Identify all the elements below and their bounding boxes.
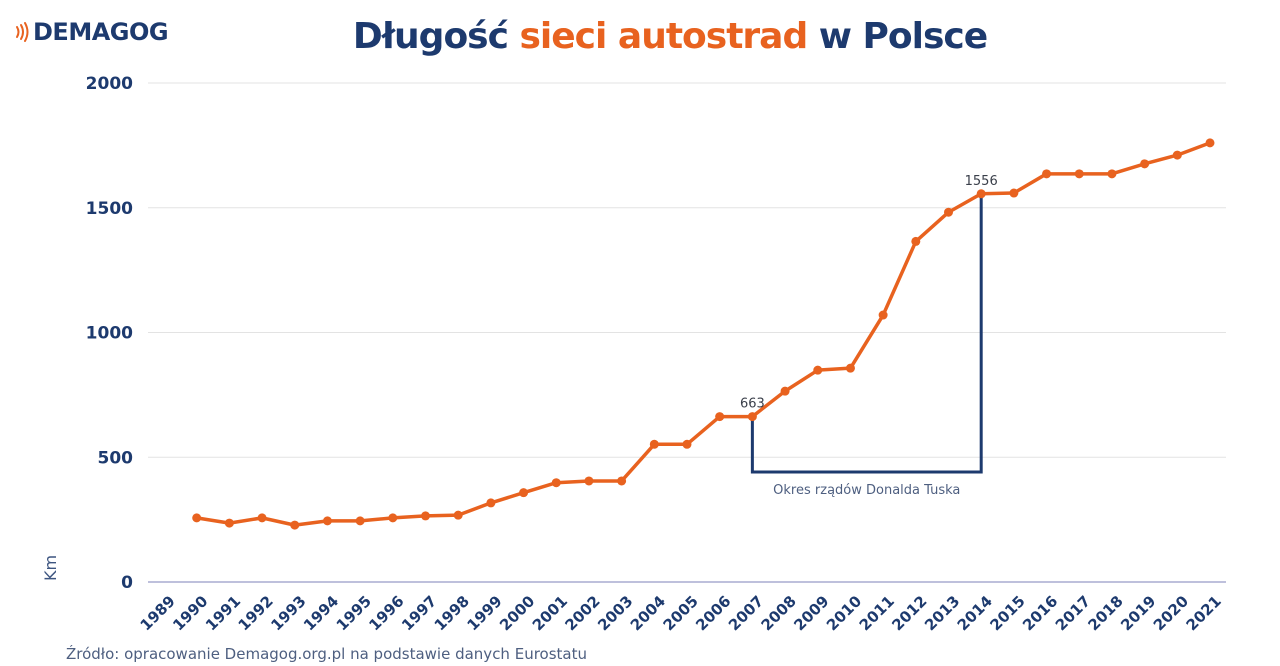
source-note: Źródło: opracowanie Demagog.org.pl na po… — [66, 645, 587, 663]
x-tick-label: 1997 — [398, 592, 440, 634]
y-tick-label: 500 — [98, 448, 134, 468]
x-tick-label: 1996 — [365, 592, 407, 634]
x-tick-label: 2001 — [529, 592, 571, 634]
data-point[interactable] — [911, 236, 921, 246]
x-tick-label: 1998 — [431, 592, 473, 634]
y-tick-label: 2000 — [86, 74, 133, 94]
data-point[interactable] — [1172, 150, 1182, 160]
data-point[interactable] — [453, 510, 463, 520]
data-point[interactable] — [257, 513, 267, 523]
x-tick-label: 2021 — [1183, 592, 1225, 634]
data-point[interactable] — [976, 189, 986, 199]
x-tick-label: 1995 — [333, 592, 375, 634]
data-point[interactable] — [519, 488, 529, 498]
data-point[interactable] — [388, 513, 398, 523]
data-point[interactable] — [1140, 159, 1150, 169]
logo-text: DEMAGOG — [33, 18, 169, 46]
x-tick-label: 2010 — [823, 592, 865, 634]
data-point[interactable] — [486, 498, 496, 508]
data-point[interactable] — [649, 439, 659, 449]
y-tick-label: 0 — [121, 573, 133, 593]
data-point[interactable] — [715, 412, 725, 422]
y-tick-label: 1000 — [86, 324, 133, 344]
x-tick-label: 2013 — [921, 592, 963, 634]
x-tick-label: 1989 — [137, 592, 179, 634]
data-point[interactable] — [584, 476, 594, 486]
x-tick-label: 2012 — [888, 592, 930, 634]
x-tick-label: 2000 — [496, 592, 538, 634]
data-point[interactable] — [747, 412, 757, 422]
data-point[interactable] — [551, 478, 561, 488]
x-tick-label: 2015 — [986, 592, 1028, 634]
data-point[interactable] — [1042, 169, 1052, 179]
y-axis-label: Km — [41, 555, 60, 581]
tusk-period-bracket — [750, 193, 983, 474]
data-point[interactable] — [813, 365, 823, 375]
title-accent: sieci autostrad — [519, 16, 809, 57]
title-part-1: Długość — [352, 16, 520, 57]
x-tick-label: 1994 — [300, 592, 342, 634]
data-point[interactable] — [1074, 169, 1084, 179]
x-tick-label: 2006 — [692, 592, 734, 634]
title-part-3: w Polsce — [807, 16, 988, 57]
x-tick-label: 2018 — [1085, 592, 1127, 634]
signal-waves-icon — [16, 22, 29, 42]
chart-title: Długość sieci autostrad w Polsce — [0, 16, 1280, 57]
x-tick-label: 1999 — [463, 592, 505, 634]
y-tick-label: 1500 — [86, 199, 133, 219]
data-point[interactable] — [878, 310, 888, 320]
x-tick-label: 1993 — [267, 592, 309, 634]
x-tick-label: 2002 — [562, 592, 604, 634]
x-tick-label: 1992 — [235, 592, 277, 634]
x-tick-label: 2017 — [1052, 592, 1094, 634]
value-annotation: 663 — [740, 397, 765, 412]
data-point[interactable] — [1009, 188, 1019, 198]
x-tick-label: 2003 — [594, 592, 636, 634]
data-line — [196, 141, 1211, 527]
data-point[interactable] — [355, 516, 365, 526]
x-tick-label: 2008 — [758, 592, 800, 634]
value-annotation: 1556 — [965, 174, 998, 189]
x-tick-label: 2011 — [856, 592, 898, 634]
x-tick-label: 2009 — [790, 592, 832, 634]
x-tick-label: 1991 — [202, 592, 244, 634]
demagog-logo: DEMAGOG — [14, 18, 169, 46]
data-point[interactable] — [421, 511, 430, 521]
bracket-label: Okres rządów Donalda Tuska — [773, 483, 960, 498]
data-point[interactable] — [617, 476, 627, 486]
data-point[interactable] — [682, 439, 692, 449]
x-tick-label: 2004 — [627, 592, 669, 634]
data-point[interactable] — [845, 363, 855, 373]
data-point[interactable] — [1205, 138, 1215, 148]
x-tick-label: 2016 — [1019, 592, 1061, 634]
data-point[interactable] — [944, 207, 953, 217]
x-tick-label: 2007 — [725, 592, 767, 634]
data-point[interactable] — [322, 516, 332, 526]
data-point[interactable] — [780, 386, 790, 396]
x-tick-label: 2020 — [1150, 592, 1192, 634]
x-tick-label: 2019 — [1117, 592, 1159, 634]
data-point[interactable] — [192, 513, 202, 523]
x-tick-label: 2005 — [660, 592, 702, 634]
data-point[interactable] — [290, 520, 300, 530]
data-point[interactable] — [224, 518, 234, 528]
x-tick-label: 2014 — [954, 592, 996, 634]
x-tick-label: 1990 — [169, 592, 211, 634]
data-point[interactable] — [1107, 169, 1117, 179]
